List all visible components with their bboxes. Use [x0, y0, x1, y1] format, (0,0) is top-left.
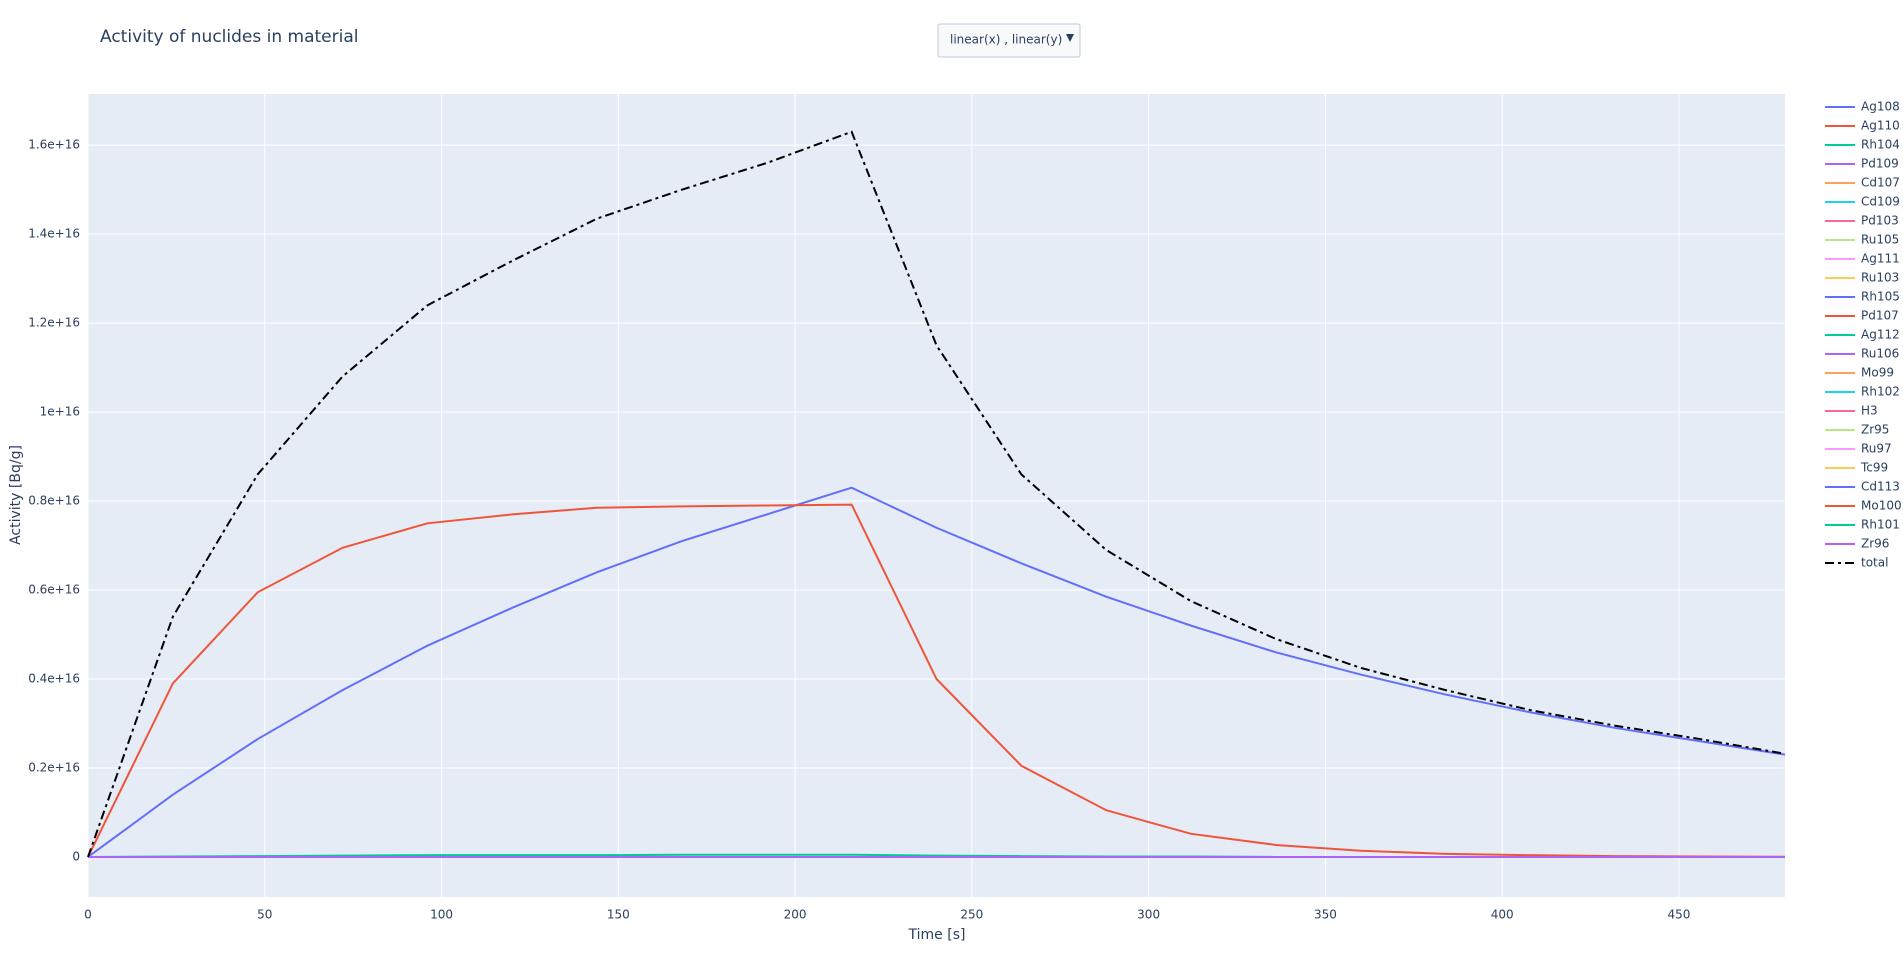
x-tick-label: 400 — [1491, 908, 1514, 922]
x-tick-label: 300 — [1137, 908, 1160, 922]
legend-item[interactable]: Zr95 — [1825, 423, 1889, 437]
y-tick-label: 1.6e+16 — [28, 138, 80, 152]
legend-item[interactable]: Rh101 — [1825, 518, 1900, 532]
y-tick-label: 0.4e+16 — [28, 672, 80, 686]
legend-item[interactable]: Ru97 — [1825, 442, 1892, 456]
y-tick-label: 0.8e+16 — [28, 494, 80, 508]
dropdown-box[interactable] — [937, 23, 1081, 58]
x-tick-label: 450 — [1667, 908, 1690, 922]
legend-label[interactable]: Rh101 — [1861, 518, 1900, 532]
legend-item[interactable]: Ru105 — [1825, 233, 1899, 247]
legend-label[interactable]: Ru103 — [1861, 271, 1899, 285]
x-tick-label: 50 — [257, 908, 272, 922]
legend-item[interactable]: Ag108 — [1825, 100, 1900, 114]
dropdown-arrow[interactable] — [1066, 34, 1074, 42]
legend-label[interactable]: Zr96 — [1861, 537, 1889, 551]
legend-item[interactable]: Cd109 — [1825, 195, 1900, 209]
series-line — [87, 486, 1786, 858]
legend-item[interactable]: Ru103 — [1825, 271, 1899, 285]
legend-item[interactable]: Zr96 — [1825, 537, 1889, 551]
legend-item[interactable]: Cd113 — [1825, 480, 1900, 494]
dropdown[interactable]: linear(x) , linear(y) — [937, 23, 1081, 58]
legend-label[interactable]: Cd107 — [1861, 176, 1900, 190]
y-tick-label: 0.6e+16 — [28, 583, 80, 597]
legend-label[interactable]: total — [1861, 556, 1888, 570]
legend-label[interactable]: Rh104 — [1861, 138, 1900, 152]
legend-label[interactable]: Cd113 — [1861, 480, 1900, 494]
legend-item[interactable]: Rh104 — [1825, 138, 1900, 152]
y-tick-label: 1.4e+16 — [28, 227, 80, 241]
legend-label[interactable]: Cd109 — [1861, 195, 1900, 209]
legend-item[interactable]: Ag112 — [1825, 328, 1900, 342]
legend-label[interactable]: Ag110 — [1861, 119, 1900, 133]
x-tick-label: 0 — [84, 908, 92, 922]
legend-item[interactable]: Pd107 — [1825, 309, 1899, 323]
legend-item[interactable]: Pd109 — [1825, 157, 1899, 171]
legend-label[interactable]: Ag112 — [1861, 328, 1900, 342]
legend-label[interactable]: Pd109 — [1861, 157, 1899, 171]
legend-item[interactable]: Rh105 — [1825, 290, 1900, 304]
series-line — [87, 130, 1786, 858]
legend-item[interactable]: Mo99 — [1825, 366, 1894, 380]
legend-label[interactable]: Mo100 — [1861, 499, 1902, 513]
x-tick-label: 200 — [784, 908, 807, 922]
chart-title: Activity of nuclides in material — [100, 27, 358, 47]
plot-area — [88, 94, 1785, 897]
series-line — [87, 503, 1786, 858]
x-tick-label: 250 — [960, 908, 983, 922]
legend-label[interactable]: Mo99 — [1861, 366, 1894, 380]
legend-label[interactable]: H3 — [1861, 404, 1878, 418]
legend-item[interactable]: Ag111 — [1825, 252, 1900, 266]
legend-item[interactable]: H3 — [1825, 404, 1878, 418]
legend-label[interactable]: Ru97 — [1861, 442, 1892, 456]
legend-item[interactable]: Ru106 — [1825, 347, 1899, 361]
legend-label[interactable]: Tc99 — [1860, 461, 1888, 475]
legend-label[interactable]: Ag111 — [1861, 252, 1900, 266]
legend-label[interactable]: Zr95 — [1861, 423, 1889, 437]
legend-item[interactable]: Cd107 — [1825, 176, 1900, 190]
legend-label[interactable]: Pd107 — [1861, 309, 1899, 323]
x-tick-label: 100 — [430, 908, 453, 922]
y-tick-label: 1e+16 — [40, 405, 80, 419]
dropdown-label[interactable]: linear(x) , linear(y) — [950, 33, 1062, 47]
legend-item[interactable]: Pd103 — [1825, 214, 1899, 228]
legend-item[interactable]: Rh102 — [1825, 385, 1900, 399]
legend-item[interactable]: Tc99 — [1825, 461, 1888, 475]
legend-label[interactable]: Pd103 — [1861, 214, 1899, 228]
legend-label[interactable]: Ru106 — [1861, 347, 1899, 361]
x-tick-label: 150 — [607, 908, 630, 922]
legend-item[interactable]: Mo100 — [1825, 499, 1902, 513]
x-tick-label: 350 — [1314, 908, 1337, 922]
legend-label[interactable]: Rh105 — [1861, 290, 1900, 304]
y-tick-label: 1.2e+16 — [28, 316, 80, 330]
legend-label[interactable]: Rh102 — [1861, 385, 1900, 399]
y-axis-title: Activity [Bq/g] — [8, 445, 24, 545]
x-axis-title: Time [s] — [908, 927, 966, 943]
legend-label[interactable]: Ru105 — [1861, 233, 1899, 247]
legend-item[interactable]: total — [1825, 556, 1888, 570]
y-tick-label: 0 — [72, 849, 80, 863]
legend-label[interactable]: Ag108 — [1861, 100, 1900, 114]
legend-item[interactable]: Ag110 — [1825, 119, 1900, 133]
y-tick-label: 0.2e+16 — [28, 760, 80, 774]
